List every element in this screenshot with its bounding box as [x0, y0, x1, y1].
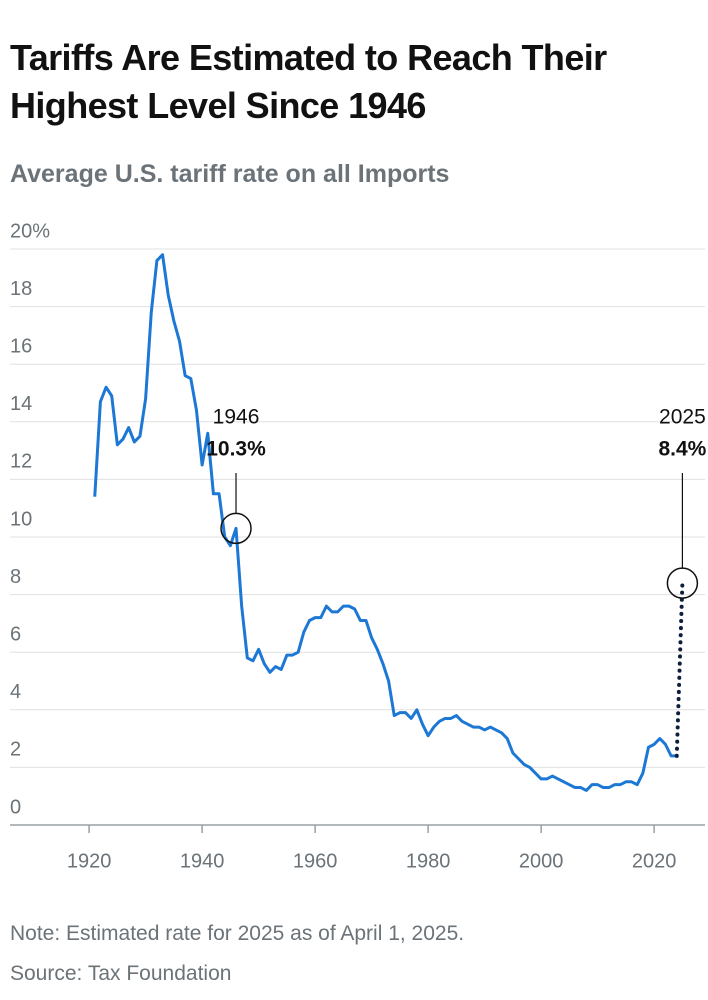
y-tick-label: 8 [10, 566, 21, 588]
y-tick-label: 10 [10, 508, 32, 530]
x-tick-label: 1960 [293, 850, 338, 872]
y-tick-label: 12 [10, 451, 32, 473]
x-tick-label: 1980 [406, 850, 451, 872]
tariff-line [93, 253, 677, 792]
y-tick-label: 14 [10, 393, 32, 415]
annotation-value: 8.4% [658, 438, 706, 461]
annotation-value: 10.3% [206, 438, 266, 461]
estimate-line [674, 581, 685, 758]
y-tick-label: 16 [10, 335, 32, 357]
y-tick-label: 6 [10, 623, 21, 645]
chart-subtitle: Average U.S. tariff rate on all Imports [10, 160, 450, 188]
y-tick-label: 0 [10, 796, 21, 818]
chart-title: Tariffs Are Estimated to Reach Their Hig… [10, 37, 607, 126]
y-tick-label: 4 [10, 681, 21, 703]
annotation-year: 1946 [213, 406, 260, 429]
y-tick-label: 18 [10, 278, 32, 300]
y-tick-label: 20% [10, 220, 50, 242]
x-tick-label: 1940 [180, 850, 225, 872]
note: Note: Estimated rate for 2025 as of Apri… [10, 922, 465, 945]
x-tick-label: 2020 [632, 850, 677, 872]
x-tick-label: 1920 [67, 850, 112, 872]
source: Source: Tax Foundation [10, 962, 232, 985]
annotation-year: 2025 [659, 406, 706, 429]
x-tick-label: 2000 [519, 850, 564, 872]
y-tick-label: 2 [10, 739, 21, 761]
